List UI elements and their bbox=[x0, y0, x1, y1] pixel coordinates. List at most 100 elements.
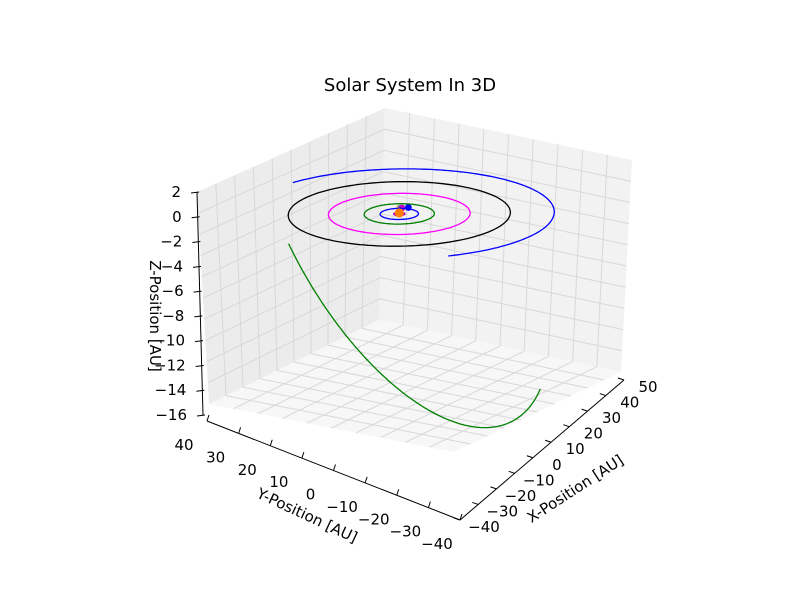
y-tick bbox=[238, 427, 242, 434]
z-tick-label: −8 bbox=[162, 307, 184, 325]
y-tick bbox=[364, 476, 368, 484]
y-tick-label: −30 bbox=[390, 523, 422, 541]
grid-line bbox=[404, 361, 573, 443]
x-tick-label: −10 bbox=[523, 471, 555, 489]
chart-title: Solar System In 3D bbox=[324, 75, 496, 96]
grid-lines bbox=[197, 113, 632, 448]
z-tick bbox=[196, 389, 205, 392]
z-tick-label: −12 bbox=[154, 356, 186, 374]
grid-line bbox=[523, 139, 534, 352]
y-tick-label: 0 bbox=[306, 486, 316, 504]
grid-line bbox=[429, 366, 598, 448]
x-tick bbox=[617, 377, 625, 381]
x-tick-label: 40 bbox=[620, 394, 639, 412]
x-tick bbox=[526, 455, 534, 459]
orbit-line bbox=[292, 168, 555, 257]
x-tick bbox=[490, 486, 497, 490]
z-tick-label: −10 bbox=[153, 332, 185, 350]
y-tick-label: 10 bbox=[269, 473, 288, 491]
x-tick bbox=[453, 517, 461, 521]
orbit-line bbox=[363, 203, 435, 225]
x-tick bbox=[563, 424, 570, 428]
grid-line bbox=[344, 124, 348, 337]
z-tick bbox=[190, 191, 200, 194]
x-tick-label: 0 bbox=[552, 456, 562, 474]
z-tick bbox=[192, 241, 201, 244]
grid-line bbox=[203, 234, 626, 320]
grid-line bbox=[361, 116, 367, 329]
orbit-line bbox=[287, 180, 512, 247]
planet-marker bbox=[404, 204, 412, 211]
z-axis-label: Z-Position [AU] bbox=[146, 260, 164, 372]
grid-line bbox=[572, 149, 584, 362]
grid-line bbox=[200, 171, 629, 257]
grid-line bbox=[380, 355, 549, 439]
x-tick bbox=[508, 470, 515, 474]
y-tick bbox=[269, 439, 273, 446]
x-tick-label: 30 bbox=[602, 409, 621, 427]
grid-line bbox=[206, 277, 624, 363]
y-tick bbox=[333, 464, 336, 471]
z-tick bbox=[193, 290, 202, 293]
grid-line bbox=[202, 213, 627, 299]
z-tick bbox=[196, 414, 206, 417]
y-tick bbox=[206, 414, 210, 422]
grid-line bbox=[201, 192, 628, 278]
grid-line bbox=[355, 350, 525, 434]
grid-line bbox=[596, 154, 608, 367]
z-tick-label: −2 bbox=[160, 233, 182, 251]
z-tick-label: −16 bbox=[155, 406, 187, 424]
grid-line bbox=[310, 353, 555, 405]
z-tick bbox=[191, 216, 200, 219]
y-tick-label: 20 bbox=[238, 461, 257, 479]
z-tick bbox=[194, 340, 204, 343]
y-tick bbox=[396, 489, 400, 496]
y-tick-label: −40 bbox=[421, 535, 453, 553]
y-tick-label: 30 bbox=[206, 448, 225, 466]
grid-line bbox=[199, 149, 630, 235]
y-tick-label: −20 bbox=[358, 510, 390, 528]
z-axis-line bbox=[196, 191, 204, 416]
z-tick bbox=[194, 315, 203, 318]
x-tick-label: 10 bbox=[566, 440, 585, 458]
x-tick bbox=[581, 408, 588, 412]
back-left-pane bbox=[197, 108, 385, 404]
tick-labels: −16−14−12−10−8−6−4−202−40−30−20−10010203… bbox=[153, 183, 657, 553]
z-tick-label: 0 bbox=[172, 208, 182, 226]
orbit-line bbox=[327, 192, 471, 236]
x-tick bbox=[599, 393, 606, 397]
x-tick bbox=[544, 439, 552, 443]
grid-line bbox=[309, 141, 312, 354]
grid-line bbox=[205, 255, 625, 341]
y-tick-label: −10 bbox=[326, 498, 358, 516]
z-tick bbox=[195, 364, 204, 367]
grid-line bbox=[293, 361, 538, 413]
z-tick bbox=[192, 265, 202, 268]
axis-panes bbox=[197, 108, 632, 452]
orbit-line bbox=[288, 243, 541, 429]
x-tick-label: −20 bbox=[505, 487, 537, 505]
x-axis-line bbox=[459, 379, 625, 521]
grid-line bbox=[207, 298, 623, 384]
z-tick-label: −14 bbox=[155, 381, 187, 399]
z-tick-label: 2 bbox=[171, 183, 181, 201]
grid-line bbox=[344, 336, 588, 389]
x-tick-label: 20 bbox=[584, 425, 603, 443]
grid-line bbox=[361, 327, 605, 381]
grid-line bbox=[547, 144, 559, 357]
sun-marker bbox=[394, 208, 404, 218]
y-tick bbox=[427, 501, 431, 508]
x-tick-label: −30 bbox=[486, 502, 518, 520]
y-tick bbox=[301, 451, 305, 459]
data-series bbox=[287, 168, 555, 429]
z-tick-label: −4 bbox=[161, 257, 183, 275]
y-tick-label: 40 bbox=[174, 436, 193, 454]
x-tick-label: 50 bbox=[638, 378, 657, 396]
z-tick-label: −6 bbox=[162, 282, 184, 300]
y-tick bbox=[459, 513, 463, 521]
x-tick bbox=[472, 501, 479, 505]
grid-line bbox=[197, 128, 632, 214]
x-tick-label: −40 bbox=[468, 518, 500, 536]
orbit-line bbox=[379, 207, 420, 221]
